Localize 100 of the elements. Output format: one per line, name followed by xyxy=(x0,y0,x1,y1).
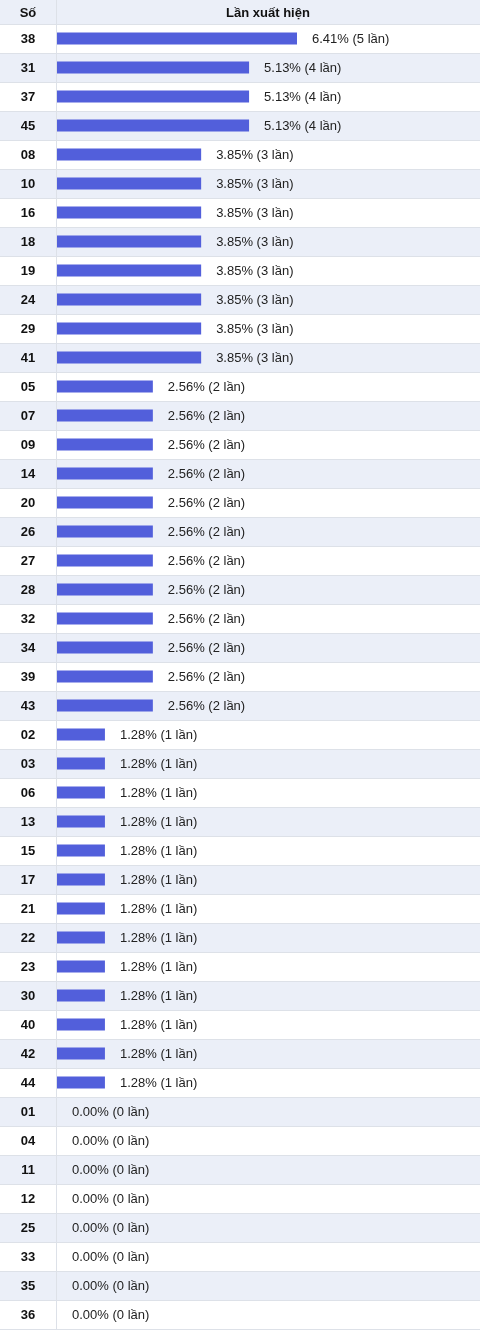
y-tick-label: 24 xyxy=(20,292,36,307)
bar xyxy=(57,757,105,770)
y-tick-label: 19 xyxy=(20,263,36,278)
data-label: 3.85% (3 lần) xyxy=(216,205,294,220)
data-label: 2.56% (2 lần) xyxy=(167,524,246,539)
data-label: 5.13% (4 lần) xyxy=(264,89,342,104)
data-label: 2.56% (2 lần) xyxy=(167,437,246,452)
data-label: 2.56% (2 lần) xyxy=(167,582,246,597)
data-label: 0.00% (0 lần) xyxy=(72,1220,150,1235)
data-label: 2.56% (2 lần) xyxy=(167,553,246,568)
bar xyxy=(57,786,105,799)
bar xyxy=(57,496,153,509)
bar xyxy=(57,322,202,335)
y-tick-label: 04 xyxy=(20,1133,36,1148)
y-tick-label: 21 xyxy=(20,901,36,916)
data-label: 1.28% (1 lần) xyxy=(119,930,198,945)
bar xyxy=(57,351,202,364)
y-tick-label: 23 xyxy=(20,959,36,974)
y-tick-label: 38 xyxy=(20,31,36,46)
y-axis-title: Số xyxy=(19,4,37,20)
data-label: 1.28% (1 lần) xyxy=(119,1075,198,1090)
data-label: 1.28% (1 lần) xyxy=(119,814,198,829)
y-tick-label: 10 xyxy=(20,176,36,191)
y-tick-label: 08 xyxy=(20,147,36,162)
y-tick-label: 39 xyxy=(20,669,36,684)
y-tick-label: 18 xyxy=(20,234,36,249)
bar xyxy=(57,293,202,306)
data-label: 1.28% (1 lần) xyxy=(119,1046,198,1061)
data-label: 0.00% (0 lần) xyxy=(72,1307,150,1322)
bar xyxy=(57,148,202,161)
data-label: 2.56% (2 lần) xyxy=(167,611,246,626)
data-label: 3.85% (3 lần) xyxy=(216,234,294,249)
bar xyxy=(57,728,105,741)
y-tick-label: 27 xyxy=(20,553,36,568)
y-tick-label: 34 xyxy=(20,640,36,655)
data-label: 2.56% (2 lần) xyxy=(167,408,246,423)
y-tick-label: 03 xyxy=(20,756,36,771)
bar xyxy=(57,32,297,45)
y-tick-label: 13 xyxy=(20,814,36,829)
data-label: 1.28% (1 lần) xyxy=(119,872,198,887)
bar xyxy=(57,844,105,857)
data-label: 6.41% (5 lần) xyxy=(312,31,390,46)
bar xyxy=(57,989,105,1002)
data-label: 1.28% (1 lần) xyxy=(119,988,198,1003)
y-tick-label: 35 xyxy=(20,1278,36,1293)
y-tick-label: 41 xyxy=(20,350,36,365)
data-label: 1.28% (1 lần) xyxy=(119,959,198,974)
y-tick-label: 43 xyxy=(20,698,36,713)
y-tick-label: 06 xyxy=(20,785,36,800)
data-label: 5.13% (4 lần) xyxy=(264,60,342,75)
y-tick-label: 42 xyxy=(20,1046,36,1061)
bar xyxy=(57,554,153,567)
bar xyxy=(57,873,105,886)
bar xyxy=(57,641,153,654)
x-axis-title: Lần xuất hiện xyxy=(226,4,310,20)
y-tick-label: 20 xyxy=(20,495,36,510)
data-label: 1.28% (1 lần) xyxy=(119,901,198,916)
bar xyxy=(57,264,202,277)
bar xyxy=(57,1047,105,1060)
bar xyxy=(57,90,250,103)
data-label: 0.00% (0 lần) xyxy=(72,1133,150,1148)
y-tick-label: 22 xyxy=(20,930,36,945)
y-tick-label: 30 xyxy=(20,988,36,1003)
y-tick-label: 12 xyxy=(20,1191,36,1206)
bar xyxy=(57,525,153,538)
y-tick-label: 07 xyxy=(20,408,36,423)
bar xyxy=(57,119,250,132)
data-label: 2.56% (2 lần) xyxy=(167,640,246,655)
y-tick-label: 17 xyxy=(20,872,36,887)
bar xyxy=(57,815,105,828)
data-label: 0.00% (0 lần) xyxy=(72,1278,150,1293)
data-label: 1.28% (1 lần) xyxy=(119,785,198,800)
y-tick-label: 36 xyxy=(20,1307,36,1322)
data-label: 1.28% (1 lần) xyxy=(119,843,198,858)
bar xyxy=(57,1076,105,1089)
y-tick-label: 15 xyxy=(20,843,36,858)
data-label: 2.56% (2 lần) xyxy=(167,379,246,394)
y-tick-label: 45 xyxy=(20,118,36,133)
data-label: 1.28% (1 lần) xyxy=(119,756,198,771)
data-label: 3.85% (3 lần) xyxy=(216,350,294,365)
data-label: 5.13% (4 lần) xyxy=(264,118,342,133)
y-tick-label: 09 xyxy=(20,437,36,452)
bar xyxy=(57,467,153,480)
bar xyxy=(57,612,153,625)
y-tick-label: 02 xyxy=(20,727,36,742)
data-label: 2.56% (2 lần) xyxy=(167,698,246,713)
bar xyxy=(57,235,202,248)
y-tick-label: 16 xyxy=(20,205,36,220)
bar xyxy=(57,206,202,219)
data-label: 3.85% (3 lần) xyxy=(216,263,294,278)
bar xyxy=(57,177,202,190)
data-label: 1.28% (1 lần) xyxy=(119,1017,198,1032)
y-tick-label: 40 xyxy=(20,1017,36,1032)
data-label: 3.85% (3 lần) xyxy=(216,176,294,191)
y-tick-label: 28 xyxy=(20,582,36,597)
bar xyxy=(57,931,105,944)
data-label: 2.56% (2 lần) xyxy=(167,495,246,510)
data-label: 3.85% (3 lần) xyxy=(216,147,294,162)
y-tick-label: 11 xyxy=(21,1162,35,1177)
y-tick-label: 32 xyxy=(20,611,36,626)
